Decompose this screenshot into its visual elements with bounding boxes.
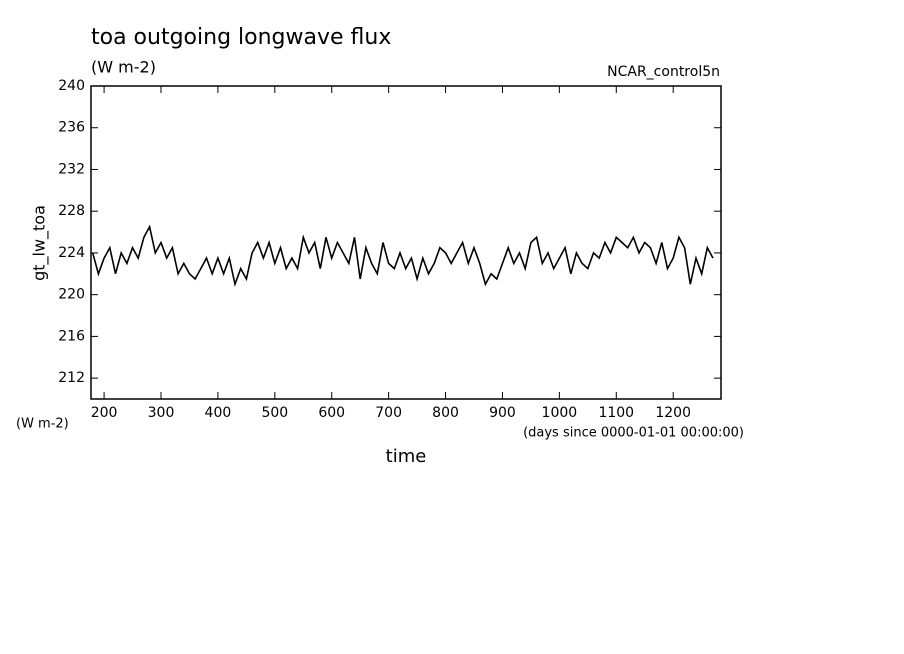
y-tick-label: 212 xyxy=(58,370,85,386)
y-axis-label: gt_lw_toa xyxy=(30,205,50,281)
x-tick-label: 1000 xyxy=(542,405,578,421)
x-tick-label: 300 xyxy=(148,405,175,421)
x-tick-label: 500 xyxy=(261,405,288,421)
x-tick-label: 900 xyxy=(489,405,516,421)
x-tick-label: 1200 xyxy=(655,405,691,421)
chart-subtitle: (W m-2) xyxy=(91,58,156,77)
x-tick-label: 800 xyxy=(432,405,459,421)
x-tick-label: 600 xyxy=(318,405,345,421)
x-tick-label: 400 xyxy=(205,405,232,421)
y-tick-label: 216 xyxy=(58,328,85,344)
y-tick-label: 232 xyxy=(58,161,85,177)
annotation: NCAR_control5n xyxy=(607,64,720,80)
x-tick-label: 1100 xyxy=(598,405,634,421)
x-units: (days since 0000-01-01 00:00:00) xyxy=(523,426,744,441)
y-tick-label: 240 xyxy=(58,78,85,94)
x-tick-label: 200 xyxy=(91,405,118,421)
y-tick-label: 228 xyxy=(58,203,85,219)
y-tick-label: 236 xyxy=(58,120,85,136)
data-line xyxy=(91,224,714,288)
y-tick-label: 224 xyxy=(58,245,85,261)
x-axis-label: time xyxy=(386,446,427,467)
x-tick-label: 700 xyxy=(375,405,402,421)
y-units: (W m-2) xyxy=(16,417,69,432)
y-tick-label: 220 xyxy=(58,287,85,303)
chart-title: toa outgoing longwave flux xyxy=(91,25,391,50)
plot-frame xyxy=(90,85,722,400)
